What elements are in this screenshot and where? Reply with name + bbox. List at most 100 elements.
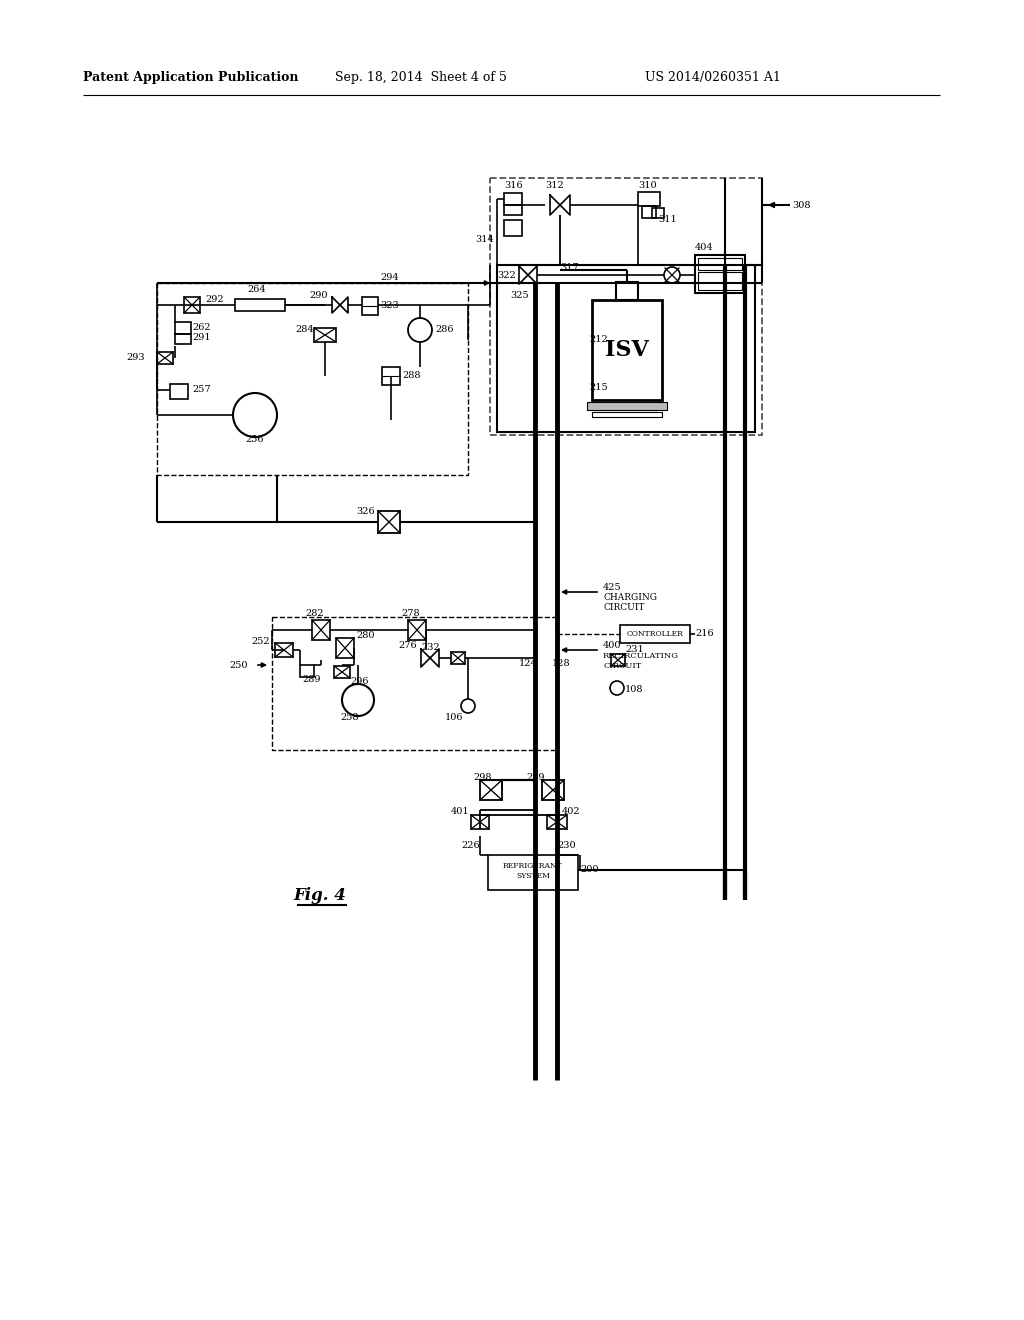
Text: 232: 232: [421, 644, 440, 652]
Text: 294: 294: [380, 273, 398, 282]
Text: 286: 286: [435, 326, 454, 334]
Bar: [378, 511, 400, 533]
Text: 404: 404: [695, 243, 714, 252]
Text: REFRIGERANT: REFRIGERANT: [503, 862, 563, 870]
Text: 258: 258: [341, 714, 359, 722]
Text: 230: 230: [557, 841, 575, 850]
Bar: [616, 282, 638, 300]
Bar: [504, 205, 522, 215]
Text: 257: 257: [193, 385, 211, 395]
Text: 215: 215: [589, 384, 607, 392]
Text: 280: 280: [356, 631, 375, 639]
Text: 292: 292: [205, 296, 223, 305]
Text: SYSTEM: SYSTEM: [516, 873, 550, 880]
Text: Sep. 18, 2014  Sheet 4 of 5: Sep. 18, 2014 Sheet 4 of 5: [335, 71, 507, 84]
Text: 425: 425: [603, 583, 622, 593]
Text: 402: 402: [562, 808, 581, 817]
Bar: [620, 624, 690, 643]
Bar: [408, 620, 426, 640]
Text: 250: 250: [229, 660, 248, 669]
Bar: [542, 780, 564, 800]
Bar: [157, 352, 173, 364]
Bar: [698, 257, 742, 271]
Text: 290: 290: [309, 290, 328, 300]
Circle shape: [664, 267, 680, 282]
Bar: [471, 814, 489, 829]
Bar: [175, 334, 191, 345]
Text: 316: 316: [504, 181, 522, 190]
Text: 276: 276: [398, 642, 417, 651]
Text: 231: 231: [625, 645, 644, 655]
Text: 299: 299: [526, 774, 545, 783]
Text: 106: 106: [444, 713, 463, 722]
Bar: [480, 780, 502, 800]
Text: 128: 128: [552, 659, 570, 668]
Bar: [300, 665, 314, 677]
Bar: [497, 265, 755, 432]
Bar: [695, 255, 745, 293]
Text: 212: 212: [589, 335, 608, 345]
Text: CIRCUIT: CIRCUIT: [603, 663, 641, 671]
Bar: [334, 667, 350, 678]
Text: 108: 108: [625, 685, 643, 694]
Text: 326: 326: [356, 507, 375, 516]
Bar: [234, 300, 285, 312]
Text: CHARGING: CHARGING: [603, 594, 657, 602]
Text: 200: 200: [580, 866, 598, 874]
Text: 288: 288: [402, 371, 421, 380]
Bar: [611, 653, 625, 667]
Text: 325: 325: [510, 290, 528, 300]
Circle shape: [461, 700, 475, 713]
Text: 291: 291: [193, 333, 211, 342]
Bar: [170, 384, 188, 399]
Circle shape: [408, 318, 432, 342]
Text: 262: 262: [193, 323, 211, 333]
Bar: [642, 206, 656, 218]
Bar: [382, 367, 400, 385]
Text: CIRCUIT: CIRCUIT: [603, 603, 644, 612]
Bar: [652, 209, 664, 218]
Bar: [312, 620, 330, 640]
Bar: [504, 193, 522, 205]
Bar: [157, 282, 468, 475]
Text: 252: 252: [251, 638, 270, 647]
Circle shape: [233, 393, 278, 437]
Bar: [587, 403, 667, 411]
Bar: [698, 272, 742, 290]
Text: 226: 226: [462, 841, 480, 850]
Bar: [638, 191, 660, 206]
Text: RECIRCULATING: RECIRCULATING: [603, 652, 679, 660]
Bar: [336, 638, 354, 657]
Text: 312: 312: [545, 181, 564, 190]
Text: 278: 278: [401, 610, 420, 619]
Bar: [490, 178, 762, 436]
Text: 289: 289: [302, 676, 321, 685]
Circle shape: [342, 684, 374, 715]
Text: US 2014/0260351 A1: US 2014/0260351 A1: [645, 71, 781, 84]
Text: 293: 293: [126, 354, 145, 363]
Bar: [504, 220, 522, 236]
Bar: [592, 412, 662, 417]
Bar: [362, 297, 378, 315]
Bar: [272, 616, 557, 750]
Bar: [592, 300, 662, 400]
Bar: [547, 814, 567, 829]
Text: 401: 401: [451, 808, 469, 817]
Bar: [314, 327, 336, 342]
Text: 317: 317: [560, 264, 579, 272]
Text: 124: 124: [518, 659, 538, 668]
Text: 400: 400: [603, 642, 622, 651]
Text: CONTROLLER: CONTROLLER: [627, 630, 683, 638]
Bar: [488, 855, 578, 890]
Text: 308: 308: [792, 201, 811, 210]
Text: Patent Application Publication: Patent Application Publication: [83, 71, 299, 84]
Text: 256: 256: [245, 436, 263, 445]
Text: 310: 310: [638, 181, 656, 190]
Text: 323: 323: [380, 301, 398, 309]
Bar: [451, 652, 465, 664]
Bar: [275, 643, 293, 657]
Bar: [184, 297, 200, 313]
Text: 298: 298: [474, 774, 493, 783]
Text: 216: 216: [695, 630, 714, 639]
Text: 284: 284: [295, 326, 314, 334]
